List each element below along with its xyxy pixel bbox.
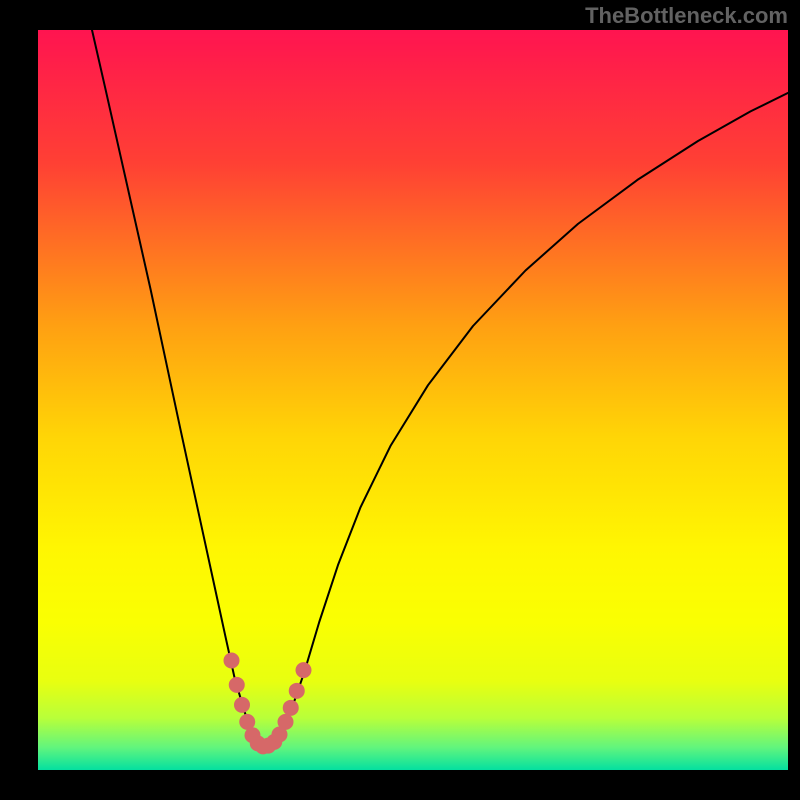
highlight-dot bbox=[283, 700, 299, 716]
watermark-text: TheBottleneck.com bbox=[585, 3, 788, 29]
highlight-dot bbox=[224, 652, 240, 668]
highlight-dots-group bbox=[224, 652, 312, 754]
highlight-dot bbox=[234, 697, 250, 713]
main-curve bbox=[92, 30, 788, 746]
highlight-dot bbox=[296, 662, 312, 678]
highlight-dot bbox=[289, 683, 305, 699]
highlight-dot bbox=[229, 677, 245, 693]
plot-area bbox=[38, 30, 788, 770]
highlight-dot bbox=[278, 714, 294, 730]
curve-layer bbox=[38, 30, 788, 770]
chart-frame: TheBottleneck.com bbox=[0, 0, 800, 800]
